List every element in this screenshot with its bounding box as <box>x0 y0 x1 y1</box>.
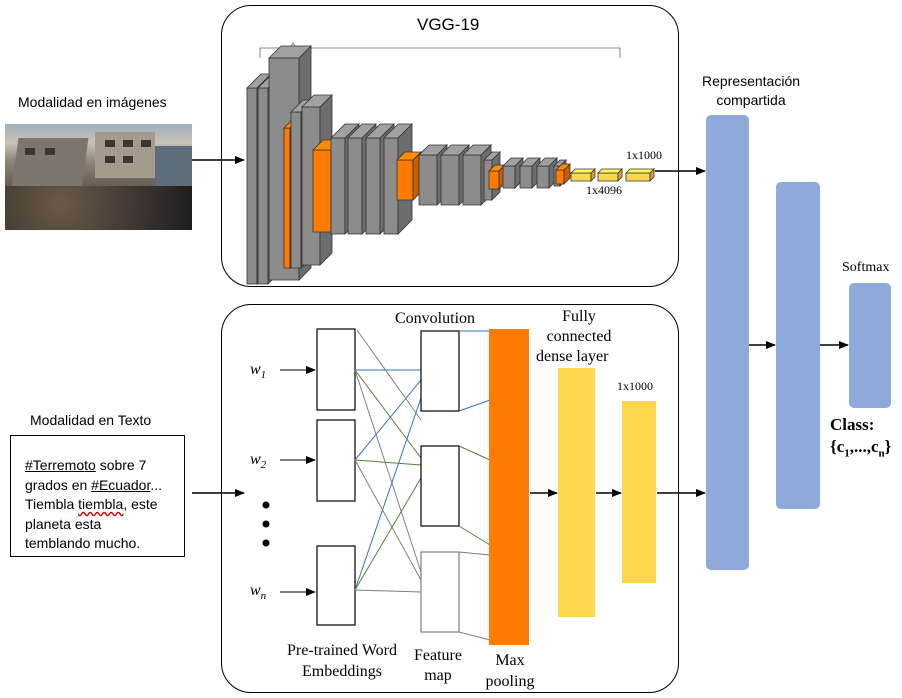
feature-map-label: Feature map <box>408 646 468 686</box>
embedding-box-2 <box>316 419 356 502</box>
word-subscript: 1 <box>260 369 267 382</box>
misspelled-word: tiembla <box>78 496 124 512</box>
vgg-title: VGG-19 <box>417 15 480 34</box>
pool-connections <box>458 330 491 641</box>
conv-filter-1 <box>420 330 460 412</box>
word-letter: w <box>250 582 261 599</box>
tweet-text-box: #Terremoto sobre 7 grados en #Ecuador...… <box>10 435 185 557</box>
word-w2-label: w2 <box>250 451 266 471</box>
vgg-fc-1000-label: 1x1000 <box>626 148 662 162</box>
hashtag-ecuador[interactable]: #Ecuador <box>91 476 151 493</box>
fully-connected-label: Fully connected <box>537 307 621 347</box>
image-modality-label: Modalidad en imágenes <box>18 94 167 110</box>
tweet-line-3: Tiembla tiembla, este <box>25 495 178 515</box>
tweet-text-span: ... <box>150 476 163 493</box>
shared-representation-bar <box>706 115 749 570</box>
conv-filter-2 <box>420 445 460 527</box>
text-fc-1000-label: 1x1000 <box>617 379 653 393</box>
word-wn-label: wn <box>250 582 266 602</box>
word-w1-label: w1 <box>250 361 266 381</box>
word-subscript: 2 <box>260 459 267 472</box>
class-text: {c <box>830 437 845 456</box>
class-set: {c1,...,cn} <box>830 436 891 464</box>
embedding-box-1 <box>316 328 356 411</box>
vgg-bracket <box>259 42 621 58</box>
ellipsis-dot <box>262 539 270 547</box>
class-label: Class: {c1,...,cn} <box>830 414 891 464</box>
embedding-box-n <box>316 545 356 626</box>
vgg-conv3-layer <box>383 123 413 235</box>
tweet-text-span: grados en <box>25 476 92 493</box>
vgg-pool-layer <box>396 151 422 201</box>
tweet-text-span: Tiembla <box>25 496 79 512</box>
label-line: Embeddings <box>302 663 382 680</box>
label-line: connected <box>546 328 612 345</box>
class-sub: 1 <box>844 447 850 460</box>
vgg-layers <box>246 45 655 285</box>
dense-fusion-bar <box>776 182 820 509</box>
tweet-line-4: planeta esta <box>25 515 102 532</box>
tweet-text-span: , este <box>123 496 158 512</box>
max-pooling-label: Max pooling <box>478 650 542 692</box>
softmax-bar <box>849 283 891 408</box>
softmax-label: Softmax <box>842 260 890 275</box>
text-cnn-module-box <box>221 304 679 693</box>
class-text: ,...,c <box>849 437 879 456</box>
hashtag-terremoto[interactable]: #Terremoto <box>25 457 96 473</box>
word-letter: w <box>250 451 261 468</box>
conv-filter-3 <box>420 551 460 633</box>
tweet-line-5: temblando mucho. <box>25 535 141 551</box>
vgg-pool-layer <box>555 163 571 185</box>
tweet-text-span: sobre 7 <box>95 457 147 473</box>
max-pooling-bar <box>489 329 529 645</box>
fc-1000-text-bar <box>622 401 656 583</box>
vgg-module-box <box>221 5 679 287</box>
label-line: map <box>424 667 452 684</box>
class-text: } <box>884 437 892 456</box>
embeddings-label: Pre-trained Word Embeddings <box>270 640 414 682</box>
conv-connections <box>354 329 422 593</box>
fc-dense-bar <box>558 368 595 617</box>
vgg-fc-4096-layer <box>570 168 596 182</box>
vgg-fc-4096-label: 1x4096 <box>586 183 622 197</box>
label-line: Feature <box>414 647 462 664</box>
tweet-line-2: grados en #Ecuador... <box>25 476 178 496</box>
label-line: Representación <box>701 73 801 89</box>
label-line: Class: <box>830 415 875 434</box>
tweet-line-1: #Terremoto sobre 7 <box>25 456 178 476</box>
label-line: pooling <box>485 673 535 690</box>
ellipsis-dot <box>262 520 270 528</box>
label-line: Pre-trained Word <box>287 642 397 659</box>
label-line: Max <box>495 652 525 669</box>
label-line: compartida <box>716 92 786 108</box>
dense-layer-label: dense layer <box>536 348 609 365</box>
vgg-fc-4096-layer <box>597 168 623 182</box>
word-subscript: n <box>260 590 267 603</box>
text-modality-label: Modalidad en Texto <box>30 412 152 428</box>
vgg-fc-1000-layer <box>625 168 655 182</box>
ellipsis-dot <box>262 501 270 509</box>
class-sub: n <box>878 447 885 460</box>
convolution-label: Convolution <box>395 310 476 327</box>
label-line: Fully <box>562 308 596 325</box>
earthquake-photo <box>5 124 192 230</box>
word-letter: w <box>250 361 261 378</box>
shared-representation-label: Representación compartida <box>690 72 812 110</box>
